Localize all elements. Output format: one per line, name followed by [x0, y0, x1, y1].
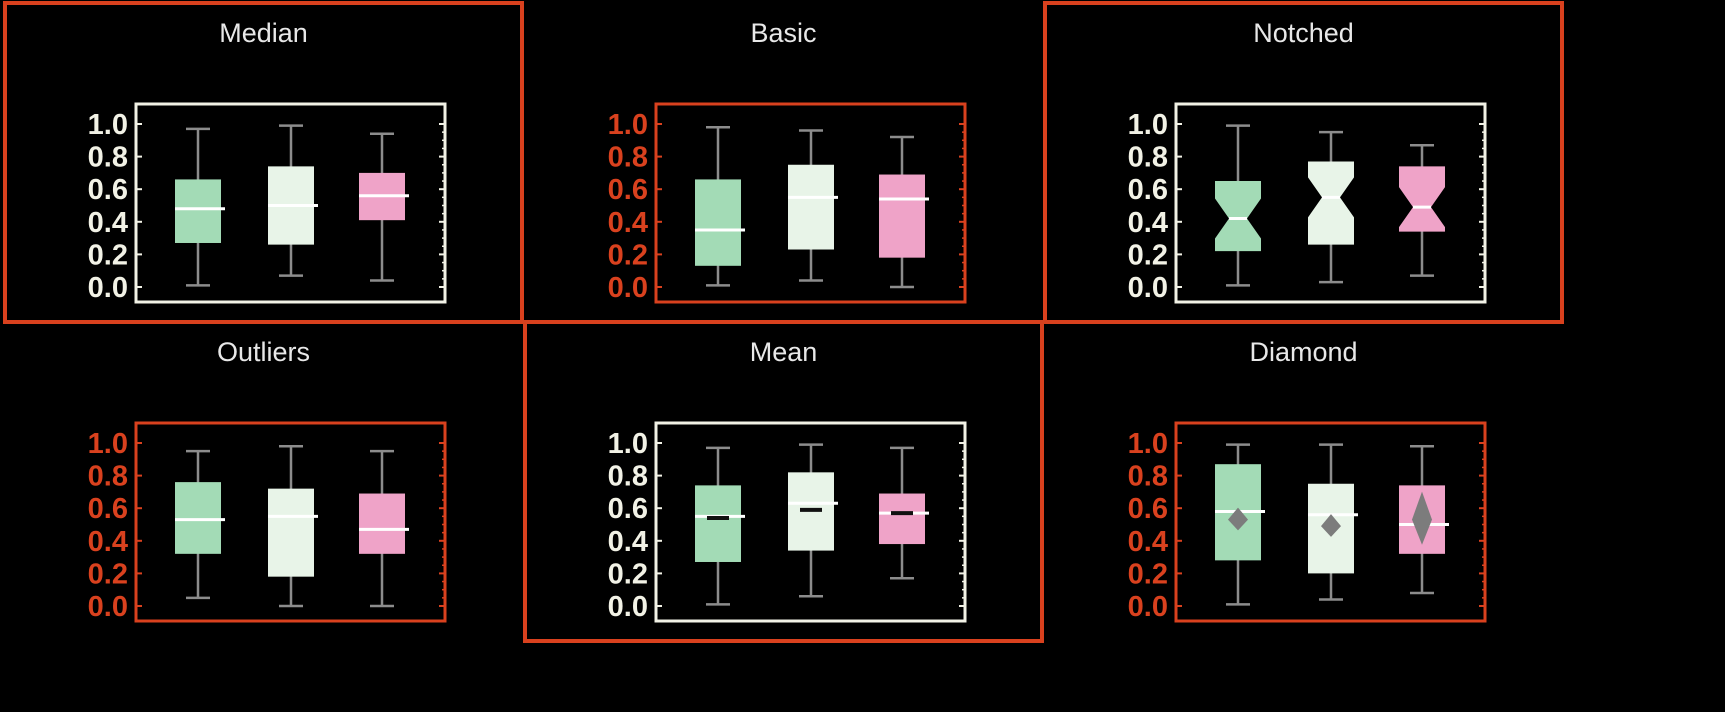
y-tick-label: 0.4: [608, 207, 648, 239]
y-tick-label: 0.4: [88, 526, 128, 558]
y-tick-label: 0.8: [88, 142, 128, 174]
y-tick-label: 1.0: [1128, 109, 1168, 141]
panel-title: Basic: [750, 18, 816, 48]
y-tick-label: 1.0: [608, 109, 648, 141]
box-body: [268, 488, 314, 577]
y-tick-label: 0.2: [88, 558, 128, 590]
y-tick-label: 0.0: [608, 272, 648, 304]
y-tick-label: 0.2: [608, 239, 648, 271]
y-tick-label: 0.6: [1128, 174, 1168, 206]
box-body: [175, 179, 221, 243]
y-tick-label: 1.0: [1128, 428, 1168, 460]
y-tick-label: 0.6: [608, 174, 648, 206]
box-body: [695, 485, 741, 562]
panel-outliers: Outliers 0.00.20.40.60.81.0: [88, 337, 447, 623]
y-tick-label: 0.0: [1128, 272, 1168, 304]
y-tick-label: 0.8: [1128, 461, 1168, 493]
box-body: [695, 179, 741, 266]
y-tick-label: 1.0: [608, 428, 648, 460]
panel-diamond: Diamond 0.00.20.40.60.81.0: [1128, 337, 1487, 623]
panel-highlight-border: [523, 320, 1044, 643]
y-tick-label: 0.2: [1128, 239, 1168, 271]
box-body: [1215, 181, 1261, 252]
y-tick-label: 0.8: [608, 461, 648, 493]
panel-highlight-border: [3, 1, 524, 324]
y-tick-label: 0.4: [1128, 207, 1168, 239]
box-body: [359, 493, 405, 554]
box-body: [1308, 161, 1354, 245]
plot-frame: [134, 421, 447, 623]
y-tick-label: 0.0: [88, 591, 128, 623]
y-tick-label: 0.6: [88, 174, 128, 206]
y-tick-label: 0.2: [608, 558, 648, 590]
plot-frame: [1174, 421, 1487, 623]
y-tick-label: 0.4: [1128, 526, 1168, 558]
box-body: [879, 493, 925, 545]
y-tick-label: 0.0: [608, 591, 648, 623]
y-tick-label: 0.6: [88, 493, 128, 525]
box-body: [879, 174, 925, 258]
mean-diamond: [1412, 491, 1432, 545]
y-tick-label: 0.0: [88, 272, 128, 304]
mean-diamond: [1321, 514, 1341, 537]
y-tick-label: 0.6: [1128, 493, 1168, 525]
plot-frame: [134, 102, 447, 304]
panel-median: Median 0.00.20.40.60.81.0: [3, 1, 524, 324]
y-tick-label: 0.0: [1128, 591, 1168, 623]
panel-mean: Mean 0.00.20.40.60.81.0: [523, 320, 1044, 643]
y-tick-label: 0.4: [608, 526, 648, 558]
box-body: [1399, 166, 1445, 232]
panel-title: Median: [219, 18, 308, 48]
y-tick-label: 0.8: [1128, 142, 1168, 174]
panel-title: Diamond: [1249, 337, 1357, 367]
y-tick-label: 0.2: [88, 239, 128, 271]
y-tick-label: 0.4: [88, 207, 128, 239]
y-tick-label: 0.2: [1128, 558, 1168, 590]
y-tick-label: 1.0: [88, 428, 128, 460]
panel-highlight-border: [1043, 1, 1564, 324]
panel-notched: Notched 0.00.20.40.60.81.0: [1043, 1, 1564, 324]
mean-diamond: [1228, 507, 1248, 531]
plot-frame: [654, 102, 967, 304]
box-body: [175, 482, 221, 554]
plot-frame: [654, 421, 967, 623]
y-tick-label: 0.6: [608, 493, 648, 525]
y-tick-label: 0.8: [608, 142, 648, 174]
panel-title: Notched: [1253, 18, 1354, 48]
box-body: [788, 164, 834, 250]
y-tick-label: 1.0: [88, 109, 128, 141]
y-tick-label: 0.8: [88, 461, 128, 493]
panel-title: Outliers: [217, 337, 310, 367]
plot-frame: [1174, 102, 1487, 304]
panel-title: Mean: [750, 337, 818, 367]
panel-basic: Basic 0.00.20.40.60.81.0: [608, 18, 967, 304]
